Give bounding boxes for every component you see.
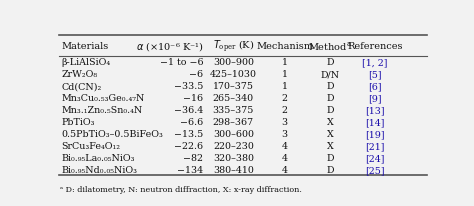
Text: D: D xyxy=(327,82,334,91)
Text: $T_{\mathregular{oper}}$ (K): $T_{\mathregular{oper}}$ (K) xyxy=(213,38,254,54)
Text: −134: −134 xyxy=(177,165,203,174)
Text: [19]: [19] xyxy=(365,129,385,138)
Text: X: X xyxy=(327,141,334,150)
Text: 170–375: 170–375 xyxy=(213,82,254,91)
Text: D: D xyxy=(327,105,334,115)
Text: Cd(CN)₂: Cd(CN)₂ xyxy=(61,82,101,91)
Text: 4: 4 xyxy=(282,141,288,150)
Text: 3: 3 xyxy=(282,117,288,126)
Text: 380–410: 380–410 xyxy=(213,165,254,174)
Text: [5]: [5] xyxy=(368,70,382,79)
Text: 2: 2 xyxy=(282,105,288,115)
Text: References: References xyxy=(347,42,403,51)
Text: D: D xyxy=(327,94,334,103)
Text: 300–900: 300–900 xyxy=(213,58,254,67)
Text: Mechanism: Mechanism xyxy=(256,42,313,51)
Text: D: D xyxy=(327,165,334,174)
Text: −36.4: −36.4 xyxy=(174,105,203,115)
Text: −6: −6 xyxy=(189,70,203,79)
Text: 220–230: 220–230 xyxy=(213,141,254,150)
Text: Materials: Materials xyxy=(61,42,109,51)
Text: −13.5: −13.5 xyxy=(174,129,203,138)
Text: −16: −16 xyxy=(183,94,203,103)
Text: [13]: [13] xyxy=(365,105,385,115)
Text: −82: −82 xyxy=(183,153,203,162)
Text: X: X xyxy=(327,117,334,126)
Text: Mn₃Cu₀.₅₃Ge₀.₄₇N: Mn₃Cu₀.₅₃Ge₀.₄₇N xyxy=(61,94,145,103)
Text: [14]: [14] xyxy=(365,117,385,126)
Text: 4: 4 xyxy=(282,165,288,174)
Text: 425–1030: 425–1030 xyxy=(210,70,257,79)
Text: PbTiO₃: PbTiO₃ xyxy=(61,117,95,126)
Text: Method$^{\mathregular{a}}$: Method$^{\mathregular{a}}$ xyxy=(308,40,352,53)
Text: 300–600: 300–600 xyxy=(213,129,254,138)
Text: 4: 4 xyxy=(282,153,288,162)
Text: 1: 1 xyxy=(282,58,288,67)
Text: −33.5: −33.5 xyxy=(174,82,203,91)
Text: 1: 1 xyxy=(282,82,288,91)
Text: ZrW₂O₈: ZrW₂O₈ xyxy=(61,70,97,79)
Text: −1 to −6: −1 to −6 xyxy=(160,58,203,67)
Text: D: D xyxy=(327,153,334,162)
Text: [9]: [9] xyxy=(368,94,382,103)
Text: Mn₃.₁Zn₀.₅Sn₀.₄N: Mn₃.₁Zn₀.₅Sn₀.₄N xyxy=(61,105,142,115)
Text: [21]: [21] xyxy=(365,141,385,150)
Text: 1: 1 xyxy=(282,70,288,79)
Text: −22.6: −22.6 xyxy=(174,141,203,150)
Text: [6]: [6] xyxy=(368,82,382,91)
Text: 0.5PbTiO₃–0.5BiFeO₃: 0.5PbTiO₃–0.5BiFeO₃ xyxy=(61,129,163,138)
Text: [24]: [24] xyxy=(365,153,385,162)
Text: [25]: [25] xyxy=(365,165,385,174)
Text: D: D xyxy=(327,58,334,67)
Text: β-LiAlSiO₄: β-LiAlSiO₄ xyxy=(61,58,110,67)
Text: Bi₀.₉₅La₀.₀₅NiO₃: Bi₀.₉₅La₀.₀₅NiO₃ xyxy=(61,153,135,162)
Text: $\alpha$ (×10⁻⁶ K⁻¹): $\alpha$ (×10⁻⁶ K⁻¹) xyxy=(136,40,203,53)
Text: 3: 3 xyxy=(282,129,288,138)
Text: −6.6: −6.6 xyxy=(180,117,203,126)
Text: Bi₀.₉₅Nd₀.₀₅NiO₃: Bi₀.₉₅Nd₀.₀₅NiO₃ xyxy=(61,165,137,174)
Text: 298–367: 298–367 xyxy=(213,117,254,126)
Text: 265–340: 265–340 xyxy=(213,94,254,103)
Text: ᵃ D: dilatometry, N: neutron diffraction, X: x-ray diffraction.: ᵃ D: dilatometry, N: neutron diffraction… xyxy=(60,185,302,193)
Text: D/N: D/N xyxy=(320,70,340,79)
Text: 2: 2 xyxy=(282,94,288,103)
Text: 320–380: 320–380 xyxy=(213,153,254,162)
Text: [1, 2]: [1, 2] xyxy=(363,58,388,67)
Text: SrCu₃Fe₄O₁₂: SrCu₃Fe₄O₁₂ xyxy=(61,141,120,150)
Text: X: X xyxy=(327,129,334,138)
Text: 335–375: 335–375 xyxy=(213,105,254,115)
